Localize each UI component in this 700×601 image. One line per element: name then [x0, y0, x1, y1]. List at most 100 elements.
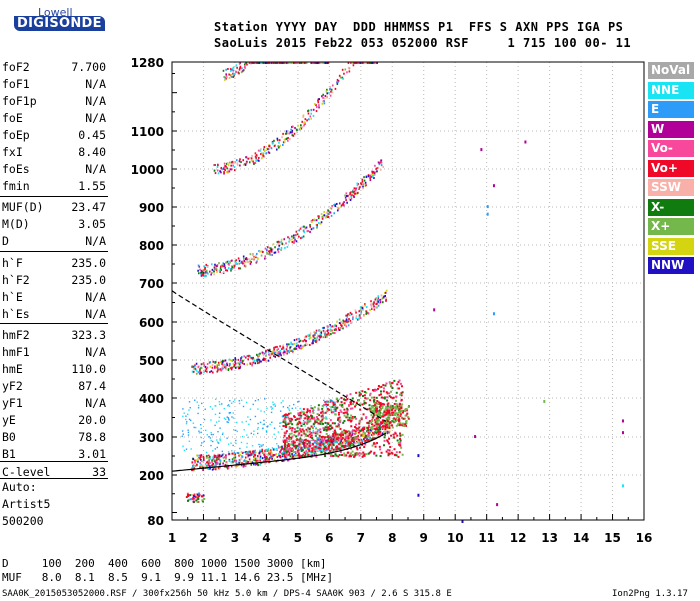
echo-point	[263, 423, 266, 425]
echo-point	[221, 264, 223, 267]
echo-point	[285, 132, 288, 135]
echo-point	[395, 412, 398, 415]
echo-point	[393, 420, 396, 423]
echo-point	[373, 396, 376, 399]
echo-point	[240, 358, 243, 361]
echo-point	[305, 446, 308, 449]
echo-point	[280, 402, 283, 404]
echo-point	[219, 466, 221, 469]
echo-point	[242, 405, 245, 408]
echo-point	[293, 339, 296, 342]
echo-point	[292, 125, 294, 128]
echo-point	[239, 361, 242, 364]
echo-point	[260, 254, 263, 257]
echo-point	[375, 410, 378, 413]
echo-point	[364, 439, 367, 442]
echo-point	[316, 62, 319, 64]
echo-point	[340, 436, 343, 439]
echo-point	[222, 367, 224, 370]
echo-point	[292, 440, 295, 443]
echo-point	[337, 423, 340, 426]
echo-point	[356, 184, 359, 187]
echo-point	[376, 387, 379, 390]
echo-point	[377, 297, 380, 300]
echo-point	[228, 412, 231, 415]
echo-point	[288, 433, 291, 436]
echo-point	[236, 162, 239, 165]
echo-point	[343, 429, 346, 432]
echo-point	[272, 352, 275, 355]
echo-point	[324, 330, 326, 333]
echo-point	[300, 62, 302, 64]
echo-point	[222, 270, 225, 273]
echo-point	[292, 134, 295, 137]
echo-point	[334, 203, 336, 206]
echo-point	[282, 406, 285, 408]
echo-point	[370, 414, 373, 417]
echo-point	[340, 401, 343, 404]
echo-point	[311, 427, 314, 430]
echo-point	[311, 220, 313, 223]
echo-point	[250, 157, 253, 160]
echo-point	[325, 401, 327, 403]
echo-point	[399, 409, 402, 412]
echo-point	[241, 421, 243, 423]
echo-point	[372, 303, 375, 306]
echo-point	[212, 360, 215, 363]
echo-point	[334, 404, 337, 407]
echo-point	[187, 493, 190, 496]
echo-point	[387, 402, 390, 405]
echo-point	[253, 162, 255, 165]
echo-point	[238, 72, 240, 75]
echo-point	[361, 439, 363, 442]
echo-point	[322, 214, 325, 217]
echo-point	[317, 437, 319, 440]
echo-point	[240, 71, 243, 74]
echo-point	[207, 460, 209, 463]
echo-point	[374, 427, 376, 430]
echo-point	[371, 62, 374, 64]
echo-point	[417, 454, 420, 458]
echo-point	[288, 240, 290, 243]
echo-point	[386, 410, 389, 413]
echo-point	[350, 321, 353, 324]
echo-point	[328, 91, 330, 94]
echo-point	[313, 446, 315, 449]
echo-point	[214, 365, 216, 368]
echo-point	[295, 345, 298, 348]
echo-point	[264, 458, 267, 461]
echo-point	[401, 422, 404, 425]
echo-point	[363, 438, 365, 441]
echo-point	[349, 314, 351, 317]
echo-point	[299, 127, 302, 130]
echo-point	[226, 466, 228, 469]
echo-point	[195, 426, 197, 429]
echo-point	[372, 423, 375, 426]
echo-point	[300, 237, 302, 240]
echo-point	[339, 446, 341, 449]
echo-point	[300, 443, 302, 446]
echo-point	[391, 452, 394, 455]
echo-point	[333, 325, 336, 328]
echo-point	[353, 455, 356, 458]
echo-point	[331, 325, 334, 328]
echo-point	[275, 62, 277, 64]
echo-point	[363, 440, 365, 443]
echo-point	[188, 440, 191, 443]
echo-point	[239, 453, 241, 456]
echo-point	[311, 417, 314, 420]
echo-point	[384, 431, 387, 434]
echo-point	[282, 454, 285, 457]
echo-point	[396, 416, 399, 419]
echo-point	[242, 465, 245, 468]
echo-point	[340, 438, 343, 441]
echo-point	[348, 434, 351, 437]
echo-point	[318, 106, 320, 109]
echo-point	[332, 442, 335, 445]
echo-point	[313, 409, 315, 411]
echo-point	[264, 462, 267, 465]
echo-point	[365, 438, 368, 441]
param-value: 1.55	[78, 179, 106, 193]
echo-point	[315, 435, 317, 437]
echo-point	[253, 359, 256, 362]
